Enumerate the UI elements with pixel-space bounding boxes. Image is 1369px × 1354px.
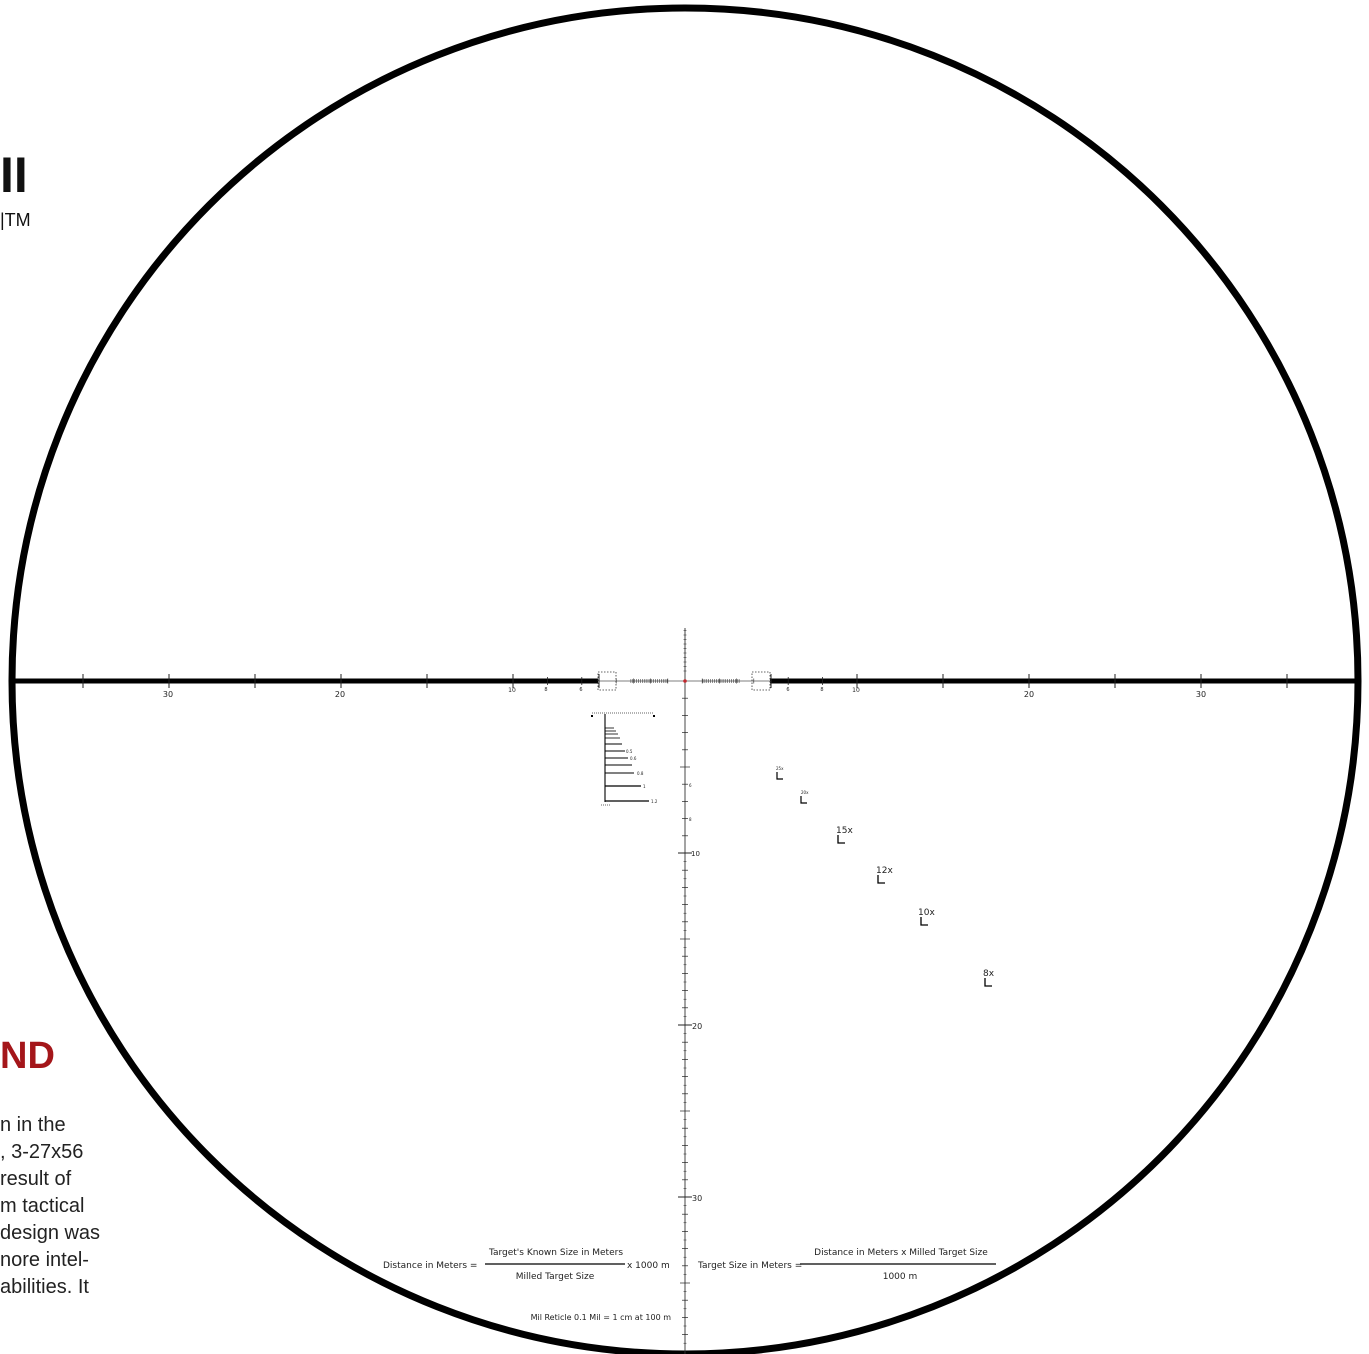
h-label-right-30: 30 — [1196, 690, 1206, 699]
mag-mark-12x: 12x — [876, 866, 893, 884]
svg-text:12x: 12x — [876, 866, 893, 876]
description-paragraph: n in the , 3-27x56 result of m tactical … — [0, 1112, 100, 1301]
trademark-mark: |TM — [0, 210, 31, 230]
v-label-6: 6 — [689, 783, 692, 788]
v-label-8: 8 — [689, 817, 692, 822]
svg-text:0.8: 0.8 — [637, 771, 644, 776]
v-label-30: 30 — [692, 1194, 702, 1203]
h-label-right-6: 6 — [786, 687, 789, 693]
mil-reticle-note: Mil Reticle 0.1 Mil = 1 cm at 100 m — [531, 1313, 672, 1322]
svg-text:1: 1 — [643, 784, 646, 789]
distance-formula: Distance in Meters = Target's Known Size… — [383, 1248, 670, 1282]
vertical-ticks — [678, 630, 692, 1344]
size-formula-denominator: 1000 m — [883, 1272, 918, 1282]
h-label-right-10: 10 — [852, 687, 860, 694]
svg-text:8x: 8x — [983, 969, 995, 979]
distance-formula-denominator: Milled Target Size — [516, 1272, 595, 1282]
center-dot — [683, 679, 687, 683]
right-end-box — [751, 671, 771, 691]
mag-mark-10x: 10x — [918, 908, 935, 926]
product-title-fragment: II — [0, 147, 28, 203]
paragraph-line: nore intel- — [0, 1249, 89, 1271]
v-label-20: 20 — [692, 1022, 702, 1031]
paragraph-line: m tactical — [0, 1195, 85, 1217]
size-formula-numerator: Distance in Meters x Milled Target Size — [814, 1248, 988, 1258]
svg-text:20x: 20x — [801, 790, 809, 795]
h-label-left-20: 20 — [335, 690, 345, 699]
distance-formula-label: Distance in Meters = — [383, 1261, 477, 1271]
paragraph-line: , 3-27x56 — [0, 1141, 84, 1163]
svg-text:0.5: 0.5 — [626, 749, 633, 754]
paragraph-line: n in the — [0, 1114, 66, 1136]
svg-text:10x: 10x — [918, 908, 935, 918]
v-label-10: 10 — [691, 850, 700, 858]
svg-text:0.6: 0.6 — [630, 756, 637, 761]
h-label-left-8: 8 — [544, 687, 547, 693]
mag-mark-25x: 25x — [776, 766, 784, 780]
rangefinder-ladder: 0.5 0.6 0.8 1 1.2 — [591, 712, 658, 806]
paragraph-line: design was — [0, 1222, 101, 1244]
svg-text:15x: 15x — [836, 826, 853, 836]
size-formula: Target Size in Meters = Distance in Mete… — [697, 1248, 996, 1282]
svg-text:1.2: 1.2 — [651, 799, 658, 804]
svg-text:25x: 25x — [776, 766, 784, 771]
distance-formula-multiplier: x 1000 m — [627, 1261, 670, 1271]
mag-mark-8x: 8x — [983, 969, 995, 987]
section-heading-fragment: ND — [0, 1035, 55, 1077]
h-label-right-8: 8 — [820, 687, 823, 693]
h-label-left-30: 30 — [163, 690, 173, 699]
paragraph-line: abilities. It — [0, 1276, 89, 1298]
mag-mark-15x: 15x — [836, 826, 853, 844]
h-label-right-20: 20 — [1024, 690, 1034, 699]
paragraph-line: result of — [0, 1168, 72, 1190]
h-label-left-10: 10 — [508, 687, 516, 694]
horizontal-ticks — [82, 674, 1288, 688]
h-label-left-6: 6 — [579, 687, 582, 693]
size-formula-label: Target Size in Meters = — [697, 1261, 802, 1271]
distance-formula-numerator: Target's Known Size in Meters — [488, 1248, 623, 1258]
mag-mark-20x: 20x — [800, 790, 809, 804]
